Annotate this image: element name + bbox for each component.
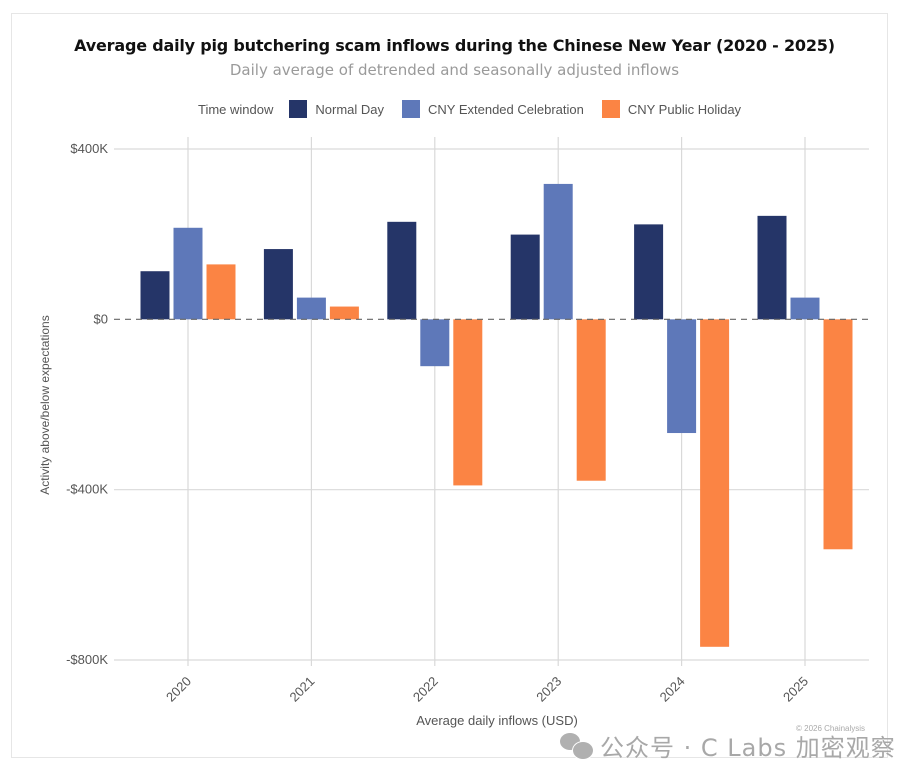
legend-swatch-cny-extended [402,100,420,118]
x-tick-label: 2024 [657,674,688,705]
bar-2023-cny-extended-celebration[interactable] [543,183,573,320]
x-axis-ticks: 2020 2021 2022 2023 2024 2025 [163,674,811,705]
bar-2025-normal-day[interactable] [757,215,787,320]
x-tick-label: 2025 [780,674,811,705]
bar-2021-cny-extended-celebration[interactable] [296,297,326,320]
bar-2020-cny-public-holiday[interactable] [206,264,236,320]
x-axis-title: Average daily inflows (USD) [416,713,578,728]
y-tick-label: $0 [94,311,108,326]
legend-swatch-normal-day [289,100,308,118]
x-tick-label: 2023 [533,674,564,705]
y-tick-label: -$400K [66,482,108,497]
bar-2022-cny-extended-celebration[interactable] [420,319,450,367]
y-axis-ticks: $400K $0 -$400K -$800K [66,141,108,667]
chart-subtitle: Daily average of detrended and seasonall… [229,61,680,79]
copyright: © 2026 Chainalysis [796,724,866,733]
watermark: 公众号 · C Labs 加密观察 [560,728,896,763]
bar-2023-normal-day[interactable] [510,234,540,320]
legend-label: CNY Extended Celebration [428,101,584,117]
legend: Time window Normal Day CNY Extended Cele… [198,98,759,120]
legend-label: CNY Public Holiday [627,101,742,117]
bar-2025-cny-public-holiday[interactable] [823,319,853,550]
chart-card [11,13,888,758]
bar-2023-cny-public-holiday[interactable] [576,319,606,481]
bar-2022-cny-public-holiday[interactable] [453,319,483,486]
legend-item-cny-extended[interactable]: CNY Extended Celebration [402,100,584,118]
chart-title: Average daily pig butchering scam inflow… [74,36,835,55]
legend-label: Normal Day [315,101,384,117]
legend-swatch-cny-public-holiday [601,100,620,118]
bars [140,183,853,647]
legend-item-normal-day[interactable]: Normal Day [289,100,384,118]
bar-2020-normal-day[interactable] [140,271,170,320]
bar-2024-cny-public-holiday[interactable] [700,319,730,647]
wechat-icon [560,732,594,760]
bar-2025-cny-extended-celebration[interactable] [790,297,820,320]
x-tick-label: 2022 [410,674,441,705]
watermark-text: 公众号 · C Labs 加密观察 [600,734,896,762]
x-tick-label: 2021 [286,674,317,705]
legend-title: Time window [198,101,274,117]
bar-2024-normal-day[interactable] [634,224,664,320]
legend-item-cny-public-holiday[interactable]: CNY Public Holiday [601,100,742,118]
bar-2024-cny-extended-celebration[interactable] [667,319,697,434]
bar-2021-normal-day[interactable] [263,249,293,320]
bar-2021-cny-public-holiday[interactable] [329,306,359,320]
y-tick-label: -$800K [66,652,108,667]
y-tick-label: $400K [70,141,108,156]
x-tick-label: 2020 [163,674,194,705]
bar-2020-cny-extended-celebration[interactable] [173,227,203,320]
gridlines [114,137,869,666]
y-axis-title: Activity above/below expectations [38,315,52,494]
bar-2022-normal-day[interactable] [387,221,417,320]
